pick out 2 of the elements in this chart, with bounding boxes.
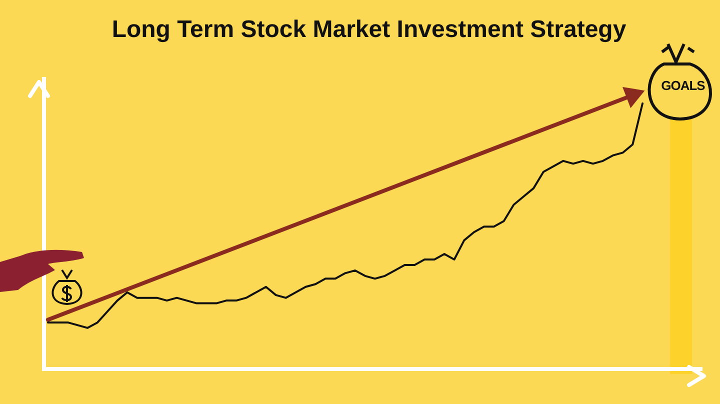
text: GOALS [660,78,706,93]
chart-title: Long Term Stock Market Investment Strategy [112,16,627,44]
